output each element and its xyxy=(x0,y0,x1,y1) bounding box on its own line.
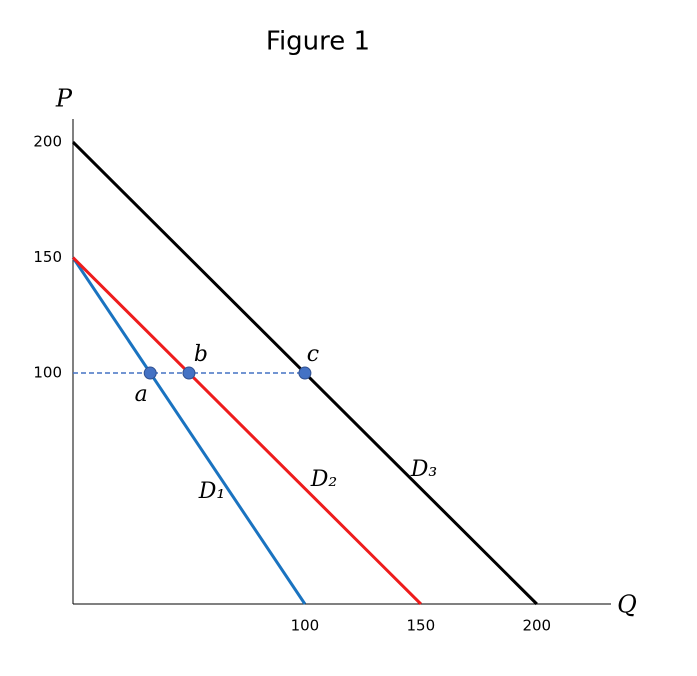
point-label: a xyxy=(135,382,148,407)
y-tick-label: 150 xyxy=(33,248,62,266)
point xyxy=(143,366,157,380)
y-tick-label: 100 xyxy=(33,364,62,382)
x-tick-label: 200 xyxy=(522,617,551,635)
line-label: D₁ xyxy=(198,479,225,504)
x-axis-label: Q xyxy=(617,591,637,619)
demand-line xyxy=(71,256,307,605)
y-axis-label: P xyxy=(55,85,73,113)
x-tick-label: 100 xyxy=(291,617,320,635)
x-tick-label: 150 xyxy=(407,617,436,635)
point-label: c xyxy=(307,342,319,367)
point xyxy=(298,366,312,380)
y-tick-label: 200 xyxy=(33,133,62,151)
demand-line xyxy=(71,256,422,606)
point xyxy=(182,366,196,380)
line-label: D₂ xyxy=(310,467,337,492)
line-label: D₃ xyxy=(410,457,437,482)
chart-title: Figure 1 xyxy=(266,27,370,57)
point-label: b xyxy=(194,342,208,367)
